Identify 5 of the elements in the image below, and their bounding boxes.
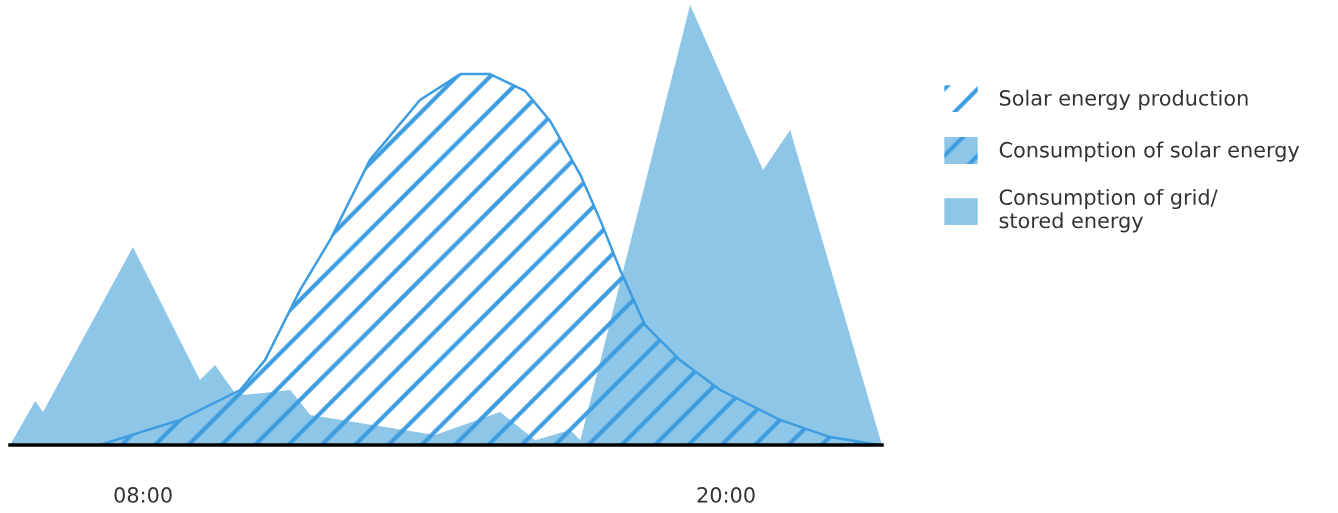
x-tick-label: 20:00 — [697, 487, 755, 503]
legend-label: Consumption of solar energy — [999, 141, 1300, 162]
legend-label: Solar energy production — [999, 89, 1248, 110]
x-tick-label: 08:00 — [114, 487, 172, 503]
legend-label: Consumption of grid/ stored energy — [999, 188, 1218, 233]
